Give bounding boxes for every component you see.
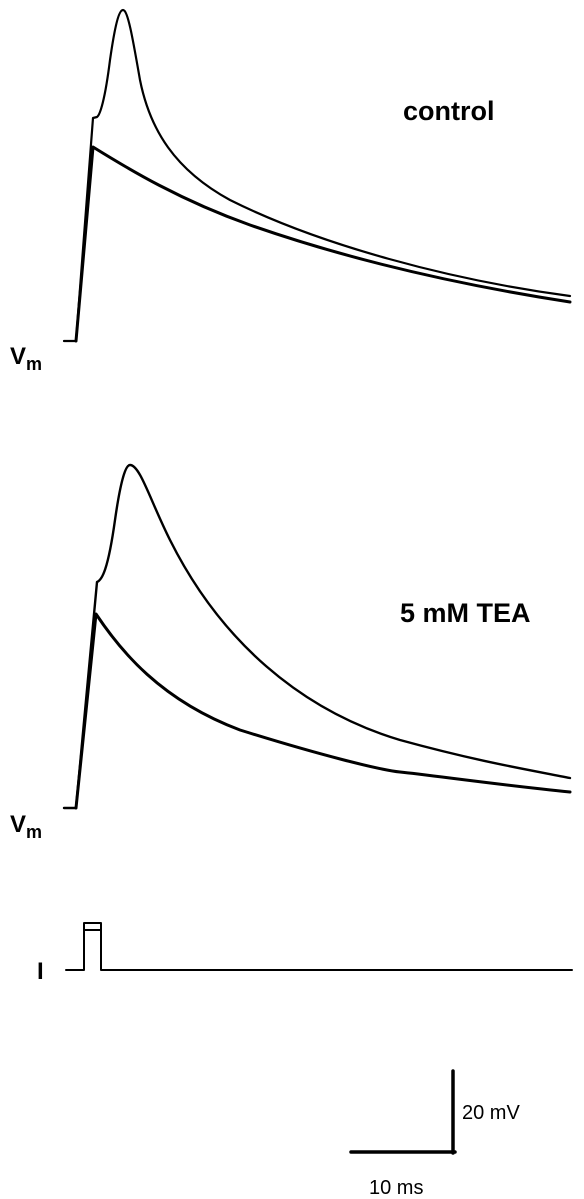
panel-label: control [403, 96, 495, 126]
trace-label-main: V [10, 343, 26, 370]
trace-label: Vm [10, 343, 42, 374]
panel-label: 5 mM TEA [400, 598, 531, 628]
trace-label: Vm [10, 811, 42, 842]
trace-label-subscript: m [26, 822, 42, 842]
scale-bar-label: 20 mV [462, 1102, 520, 1124]
scale-bar-label: 10 ms [369, 1177, 423, 1199]
current-label: I [37, 958, 44, 985]
trace-label-subscript: m [26, 354, 42, 374]
current-trace [65, 922, 573, 971]
voltage-trace [74, 145, 572, 343]
voltage-trace [62, 463, 572, 810]
scale-bar [349, 1069, 457, 1155]
trace-label-main: V [10, 811, 26, 838]
voltage-trace [62, 8, 572, 343]
voltage-trace [74, 612, 572, 810]
